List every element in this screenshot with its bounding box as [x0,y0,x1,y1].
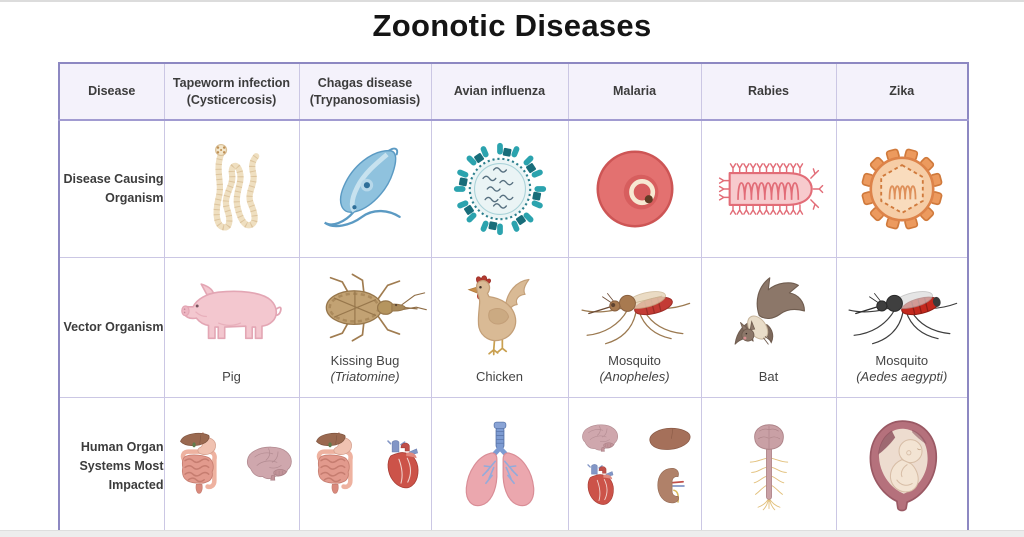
bottom-divider [0,530,1024,537]
row-label-human-organ-systems: Human Organ Systems Most Impacted [58,396,165,537]
header-tapeworm: Tapeworm infection (Cysticercosis) [163,62,300,121]
row-label-disease-causing-organism: Disease Causing Organism [58,119,165,258]
header-malaria: Malaria [567,62,702,121]
cell-vector-bat: Bat [700,256,837,398]
heart-icon [375,437,427,495]
header-avian-influenza: Avian influenza [430,62,569,121]
vector-name: Mosquito [608,352,661,368]
influenza-virus-icon [447,136,553,242]
cell-organs-rabies [700,396,837,537]
header-row: Disease Tapeworm infection (Cysticercosi… [58,62,969,121]
page-title: Zoonotic Diseases [372,8,652,43]
cell-vector-pig: Pig [163,256,300,398]
fetus-in-womb-icon [859,417,945,515]
lungs-icon [453,419,547,513]
cell-vector-aedes-mosquito: Mosquito (Aedes aegypti) [835,256,969,398]
header-zika: Zika [835,62,969,121]
nervous-system-icon [740,418,798,514]
digestive-system-icon [303,427,365,505]
tapeworm-icon [193,133,271,245]
cell-organs-malaria [567,396,702,537]
row-vector-organism: Vector Organism Pig Kissing Bug [58,256,969,398]
cell-vector-kissing-bug: Kissing Bug (Triatomine) [298,256,432,398]
infected-red-blood-cell-icon [584,138,686,240]
brain-icon [239,442,297,490]
header-chagas: Chagas disease (Trypanosomiasis) [298,62,432,121]
vector-latin-name: (Triatomine) [330,369,400,385]
vector-name: Chicken [476,369,523,385]
row-label-vector-organism: Vector Organism [58,256,165,398]
row-disease-causing-organism: Disease Causing Organism [58,119,969,258]
vector-caption: Pig [222,369,241,386]
vector-caption: Bat [759,369,779,386]
anopheles-mosquito-icon [572,268,698,348]
cell-organs-avian-influenza [430,396,569,537]
vector-name: Kissing Bug [330,352,400,368]
rabies-virus-icon [706,153,832,225]
pig-icon [171,276,293,357]
cell-organism-malaria [567,119,702,258]
vector-name: Pig [222,369,241,385]
vector-latin-name: (Anopheles) [599,369,670,385]
row-human-organ-systems: Human Organ Systems Most Impacted [58,396,969,537]
brain-icon [575,421,623,459]
cell-organism-tapeworm [163,119,300,258]
top-divider [0,0,1024,2]
kissing-bug-icon [302,270,428,346]
vector-caption: Mosquito (Anopheles) [599,353,669,386]
bat-icon [720,271,818,363]
cell-organism-avian-influenza [430,119,569,258]
cell-organism-rabies [700,119,837,258]
zika-virus-icon [850,137,954,241]
trypanosome-parasite-icon [312,141,418,237]
aedes-aegypti-mosquito-icon [839,268,965,348]
vector-caption: Chicken [476,369,523,386]
heart-icon [577,461,621,511]
cell-vector-chicken: Chicken [430,256,569,398]
kidney-icon [651,464,689,508]
cell-organism-zika [835,119,969,258]
cell-organism-chagas [298,119,432,258]
cell-organs-tapeworm [163,396,300,537]
vector-name: Mosquito [875,352,929,368]
zoonotic-diseases-table: Disease Tapeworm infection (Cysticercosi… [58,62,969,537]
cell-organs-zika [835,396,969,537]
vector-caption: Mosquito (Aedes aegypti) [856,353,947,386]
vector-latin-name: (Aedes aegypti) [856,369,948,385]
digestive-system-icon [167,427,229,505]
vector-caption: Kissing Bug (Triatomine) [330,353,399,386]
cell-organs-chagas [298,396,432,537]
vector-name: Bat [758,369,779,385]
header-rabies: Rabies [700,62,837,121]
header-disease: Disease [58,62,165,121]
chicken-icon [457,270,543,364]
liver-icon [646,424,694,456]
cell-vector-anopheles-mosquito: Mosquito (Anopheles) [567,256,702,398]
